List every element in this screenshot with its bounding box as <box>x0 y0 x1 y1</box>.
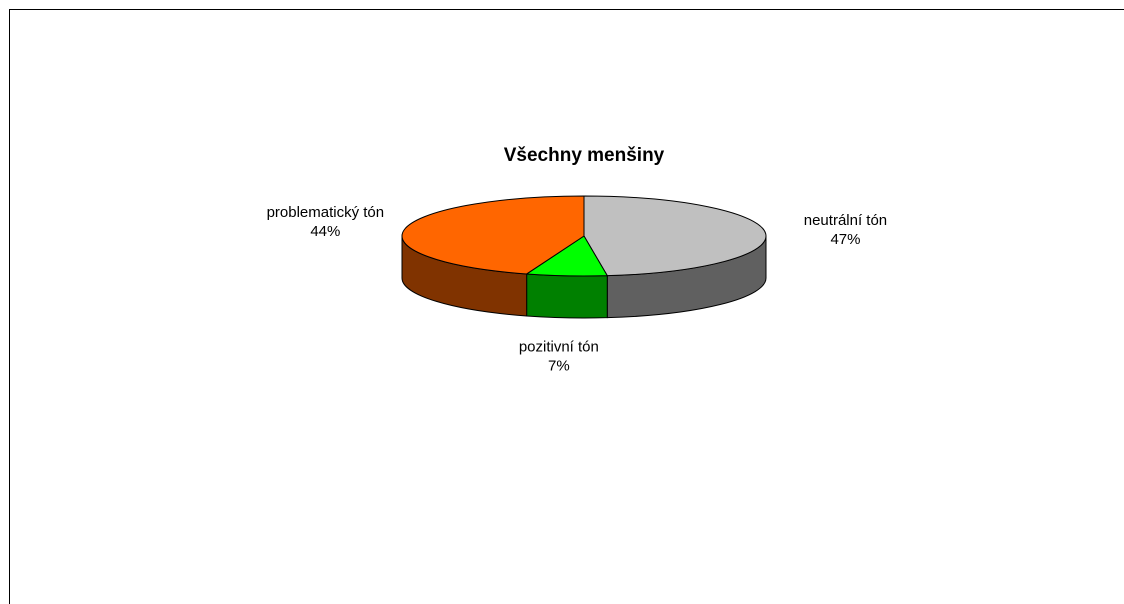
data-label-value: 44% <box>310 223 340 240</box>
pie-slice-side <box>526 273 608 319</box>
data-label-name: neutrální tón <box>804 212 887 229</box>
chart-frame <box>9 9 1124 604</box>
pie-slice <box>401 195 585 275</box>
pie-slice <box>583 195 767 277</box>
chart-title: Všechny menšiny <box>504 145 665 166</box>
data-label-name: pozitivní tón <box>519 339 599 356</box>
data-label-value: 47% <box>830 231 860 248</box>
data-label-name: problematický tón <box>267 204 385 221</box>
data-label-value: 7% <box>548 358 570 375</box>
